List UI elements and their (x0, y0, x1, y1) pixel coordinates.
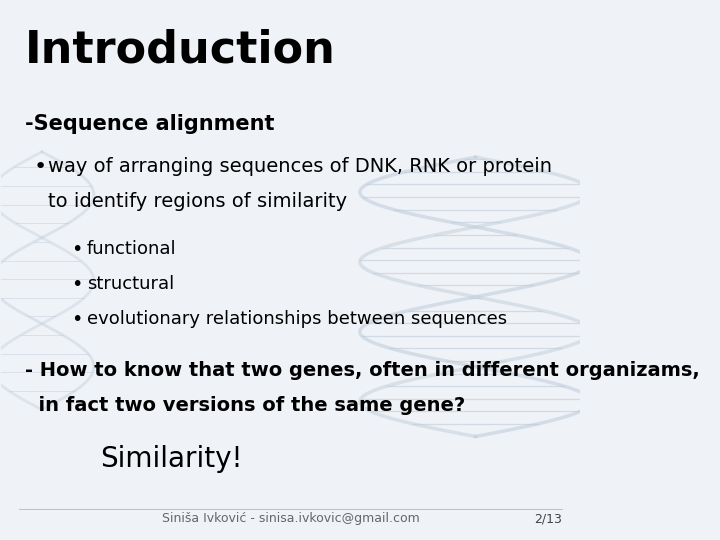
Text: Introduction: Introduction (24, 28, 336, 71)
Text: way of arranging sequences of DNK, RNK or protein: way of arranging sequences of DNK, RNK o… (48, 157, 552, 176)
Text: •: • (33, 157, 46, 177)
Text: •: • (71, 310, 82, 329)
Text: - How to know that two genes, often in different organizams,: - How to know that two genes, often in d… (24, 361, 699, 380)
Text: structural: structural (87, 275, 174, 293)
Text: 2/13: 2/13 (534, 512, 562, 525)
Text: Similarity!: Similarity! (99, 444, 243, 472)
Text: -Sequence alignment: -Sequence alignment (24, 114, 274, 134)
Text: to identify regions of similarity: to identify regions of similarity (48, 192, 347, 211)
Text: in fact two versions of the same gene?: in fact two versions of the same gene? (24, 396, 465, 415)
Text: •: • (71, 275, 82, 294)
Text: Siniša Ivković - sinisa.ivkovic@gmail.com: Siniša Ivković - sinisa.ivkovic@gmail.co… (161, 512, 419, 525)
Text: functional: functional (87, 240, 176, 259)
Text: •: • (71, 240, 82, 259)
Text: evolutionary relationships between sequences: evolutionary relationships between seque… (87, 310, 507, 328)
